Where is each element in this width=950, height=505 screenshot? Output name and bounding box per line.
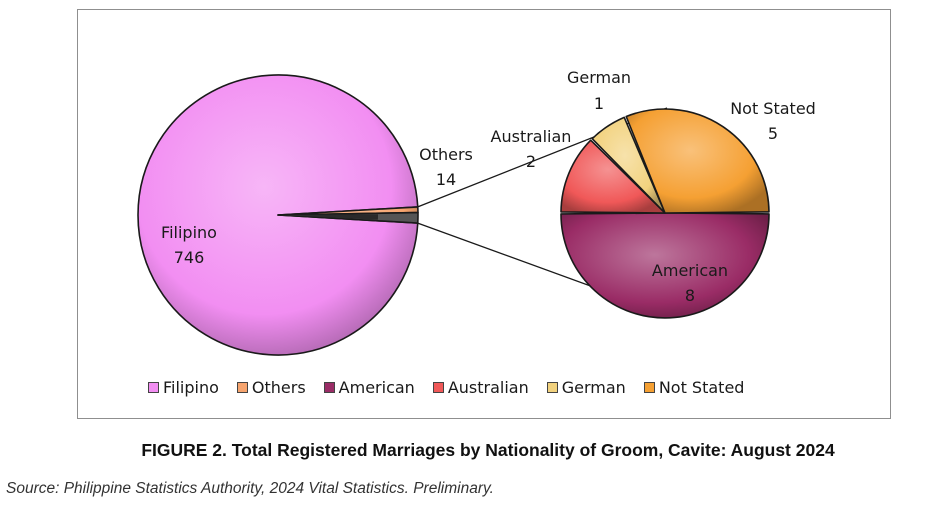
legend-item-not-stated: Not Stated	[643, 377, 745, 397]
figure-caption: FIGURE 2. Total Registered Marriages by …	[141, 440, 835, 460]
pie-of-pie-chart: Others 14 Filipino 746 German 1 Australi…	[137, 68, 816, 356]
data-label-german-value: 1	[594, 94, 604, 113]
data-label-not-stated-value: 5	[768, 124, 778, 143]
legend-label-american: American	[338, 377, 415, 397]
legend-item-german: German	[546, 377, 626, 397]
data-label-american-name: American	[652, 261, 728, 280]
legend-item-american: American	[323, 377, 415, 397]
chart-legend: Filipino Others American Australian Germ…	[148, 376, 762, 398]
secondary-pie	[560, 108, 770, 319]
data-label-german-name: German	[567, 68, 631, 87]
legend-swatch-not-stated	[643, 381, 655, 393]
pie-slice-american	[560, 212, 770, 319]
legend-swatch-australian	[432, 381, 444, 393]
chart-frame: Others 14 Filipino 746 German 1 Australi…	[77, 9, 891, 419]
data-label-others-name: Others	[419, 145, 473, 164]
data-label-others-value: 14	[436, 170, 456, 189]
data-label-american-value: 8	[685, 286, 695, 305]
legend-label-australian: Australian	[447, 377, 529, 397]
legend-swatch-german	[546, 381, 558, 393]
main-pie	[137, 74, 419, 356]
legend-label-not-stated: Not Stated	[658, 377, 745, 397]
data-label-filipino-name: Filipino	[161, 223, 217, 242]
legend-label-filipino: Filipino	[163, 377, 219, 397]
legend-label-german: German	[561, 377, 626, 397]
data-label-not-stated-name: Not Stated	[730, 99, 816, 118]
legend-item-filipino: Filipino	[148, 378, 219, 397]
legend-item-others: Others	[236, 377, 306, 397]
source-note: Source: Philippine Statistics Authority,…	[6, 480, 494, 497]
data-label-filipino-value: 746	[174, 248, 205, 267]
pie-slice-not-stated	[625, 108, 770, 214]
pie-slice-australian	[560, 139, 666, 214]
legend-swatch-filipino	[148, 381, 159, 393]
legend-item-australian: Australian	[432, 377, 529, 397]
data-label-australian-value: 2	[526, 152, 536, 171]
pie-slice-others-core	[278, 214, 379, 220]
pie-slice-german	[591, 116, 666, 214]
legend-label-others: Others	[251, 377, 306, 397]
data-label-australian-name: Australian	[491, 127, 572, 146]
legend-swatch-american	[323, 381, 335, 393]
legend-swatch-others	[236, 381, 248, 393]
